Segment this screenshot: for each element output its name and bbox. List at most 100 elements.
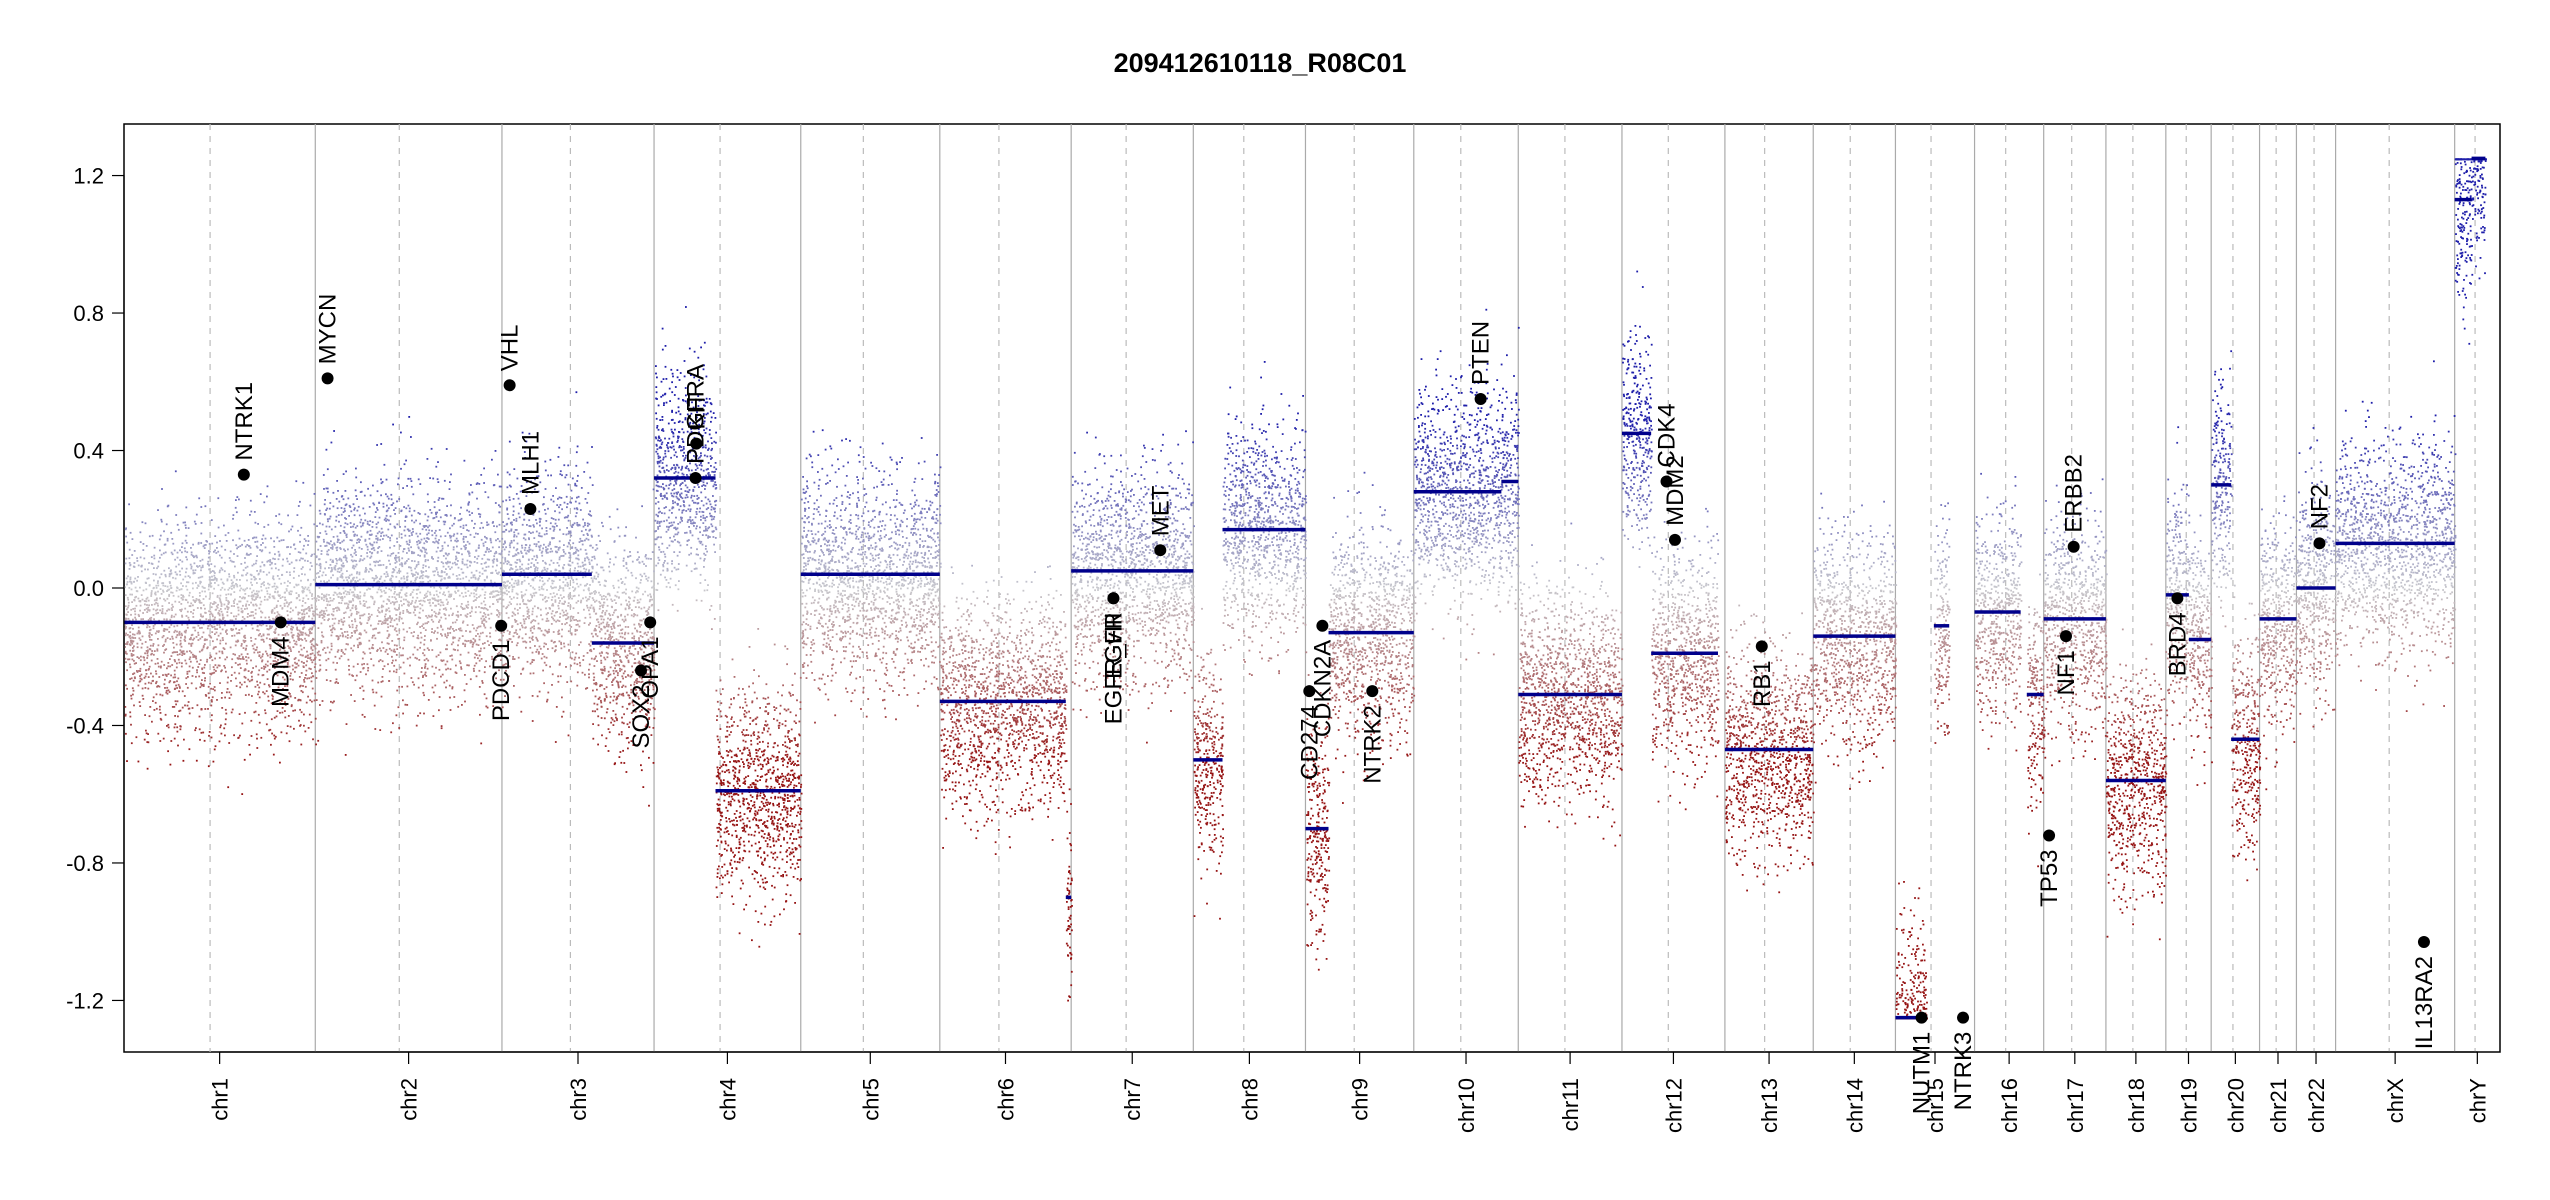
- probe-point: [319, 523, 321, 525]
- probe-point: [198, 599, 200, 601]
- probe-point: [568, 577, 570, 579]
- probe-point: [398, 607, 400, 609]
- probe-point: [345, 522, 347, 524]
- probe-point: [410, 436, 412, 438]
- probe-point: [330, 564, 332, 566]
- probe-point: [289, 572, 291, 574]
- probe-point: [365, 544, 367, 546]
- probe-point: [302, 558, 304, 560]
- probe-point: [339, 542, 341, 544]
- probe-point: [246, 572, 248, 574]
- probe-point: [350, 522, 352, 524]
- probe-point: [499, 553, 501, 555]
- probe-point: [424, 667, 426, 669]
- probe-point: [424, 649, 426, 651]
- probe-point: [340, 559, 342, 561]
- probe-point: [388, 596, 390, 598]
- probe-point: [333, 492, 335, 494]
- probe-point: [513, 586, 515, 588]
- probe-point: [572, 478, 574, 480]
- probe-point: [129, 650, 131, 652]
- probe-point: [390, 590, 392, 592]
- probe-point: [461, 592, 463, 594]
- probe-point: [312, 598, 314, 600]
- probe-point: [512, 589, 514, 591]
- probe-point: [319, 510, 321, 512]
- probe-point: [398, 619, 400, 621]
- probe-point: [262, 659, 264, 661]
- probe-point: [427, 581, 429, 583]
- probe-point: [455, 556, 457, 558]
- probe-point: [413, 522, 415, 524]
- probe-point: [237, 658, 239, 660]
- probe-point: [175, 636, 177, 638]
- probe-point: [286, 626, 288, 628]
- probe-point: [200, 608, 202, 610]
- probe-point: [261, 612, 263, 614]
- probe-point: [389, 537, 391, 539]
- probe-point: [158, 630, 160, 632]
- probe-point: [468, 652, 470, 654]
- probe-point: [265, 712, 267, 714]
- probe-point: [136, 605, 138, 607]
- probe-point: [338, 622, 340, 624]
- probe-point: [523, 615, 525, 617]
- probe-point: [216, 578, 218, 580]
- probe-point: [415, 657, 417, 659]
- probe-point: [504, 593, 506, 595]
- probe-point: [460, 533, 462, 535]
- probe-point: [150, 645, 152, 647]
- probe-point: [192, 604, 194, 606]
- probe-point: [287, 606, 289, 608]
- probe-point: [172, 606, 174, 608]
- probe-point: [409, 510, 411, 512]
- probe-point: [335, 520, 337, 522]
- probe-point: [326, 610, 328, 612]
- probe-point: [484, 671, 486, 673]
- probe-point: [418, 677, 420, 679]
- probe-point: [579, 541, 581, 543]
- probe-point: [392, 586, 394, 588]
- probe-point: [227, 677, 229, 679]
- probe-point: [336, 560, 338, 562]
- probe-point: [227, 600, 229, 602]
- probe-point: [399, 581, 401, 583]
- probe-point: [276, 605, 278, 607]
- probe-point: [172, 652, 174, 654]
- probe-point: [181, 634, 183, 636]
- probe-point: [274, 558, 276, 560]
- probe-point: [391, 553, 393, 555]
- probe-point: [225, 631, 227, 633]
- probe-point: [385, 587, 387, 589]
- probe-point: [159, 706, 161, 708]
- probe-point: [259, 549, 261, 551]
- probe-point: [124, 706, 126, 708]
- probe-point: [197, 566, 199, 568]
- probe-point: [169, 681, 171, 683]
- probe-point: [421, 575, 423, 577]
- probe-point: [546, 533, 548, 535]
- probe-point: [413, 684, 415, 686]
- probe-point: [539, 646, 541, 648]
- probe-point: [312, 738, 314, 740]
- probe-point: [419, 483, 421, 485]
- probe-point: [433, 715, 435, 717]
- probe-point: [215, 609, 217, 611]
- probe-point: [223, 647, 225, 649]
- probe-point: [295, 641, 297, 643]
- probe-point: [382, 606, 384, 608]
- probe-point: [151, 650, 153, 652]
- probe-point: [417, 637, 419, 639]
- probe-point: [287, 610, 289, 612]
- probe-point: [360, 526, 362, 528]
- probe-point: [385, 618, 387, 620]
- probe-point: [189, 658, 191, 660]
- probe-point: [190, 564, 192, 566]
- probe-point: [330, 577, 332, 579]
- probe-point: [496, 526, 498, 528]
- probe-point: [146, 545, 148, 547]
- probe-point: [315, 577, 317, 579]
- probe-point: [194, 600, 196, 602]
- probe-point: [131, 624, 133, 626]
- probe-point: [553, 501, 555, 503]
